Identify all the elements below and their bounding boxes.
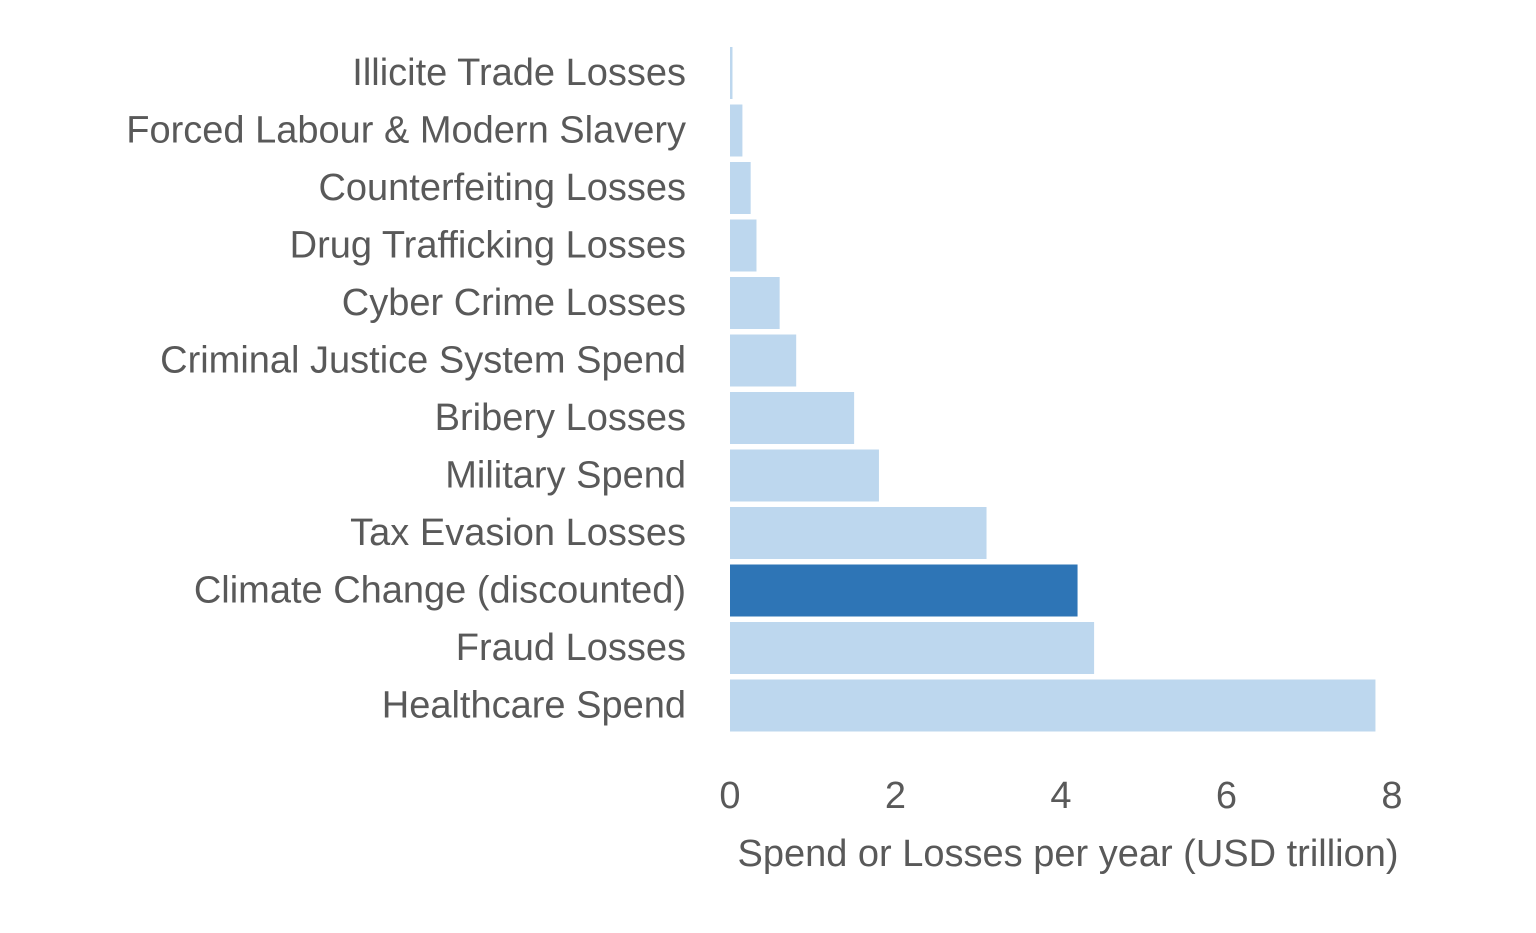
category-label-counterfeiting-losses: Counterfeiting Losses xyxy=(318,167,686,209)
category-label-healthcare-spend: Healthcare Spend xyxy=(382,685,686,727)
category-label-forced-labour-modern-slavery: Forced Labour & Modern Slavery xyxy=(126,110,686,152)
bars-group xyxy=(730,47,1376,732)
x-tick-label-0: 0 xyxy=(719,775,740,817)
x-tick-labels-group: 0 2 4 6 8 xyxy=(719,775,1402,817)
bar-fraud-losses xyxy=(730,622,1095,674)
bar-climate-change-discounted xyxy=(730,564,1078,617)
bar-counterfeiting-losses xyxy=(730,162,751,214)
bar-bribery-losses xyxy=(730,392,855,444)
category-label-drug-trafficking-losses: Drug Trafficking Losses xyxy=(290,225,686,267)
category-label-bribery-losses: Bribery Losses xyxy=(435,397,686,439)
category-label-tax-evasion-losses: Tax Evasion Losses xyxy=(350,512,686,554)
category-label-cyber-crime-losses: Cyber Crime Losses xyxy=(342,282,686,324)
x-tick-label-6: 6 xyxy=(1216,775,1237,817)
category-label-criminal-justice-system-spend: Criminal Justice System Spend xyxy=(160,340,686,382)
bar-military-spend xyxy=(730,449,879,502)
bar-illicite-trade-losses xyxy=(730,47,733,99)
category-label-illicite-trade-losses: Illicite Trade Losses xyxy=(352,52,686,94)
x-tick-label-8: 8 xyxy=(1381,775,1402,817)
bar-healthcare-spend xyxy=(730,679,1376,732)
bar-cyber-crime-losses xyxy=(730,277,780,329)
bar-tax-evasion-losses xyxy=(730,507,987,559)
x-tick-label-2: 2 xyxy=(885,775,906,817)
category-label-fraud-losses: Fraud Losses xyxy=(456,627,686,669)
bar-criminal-justice-system-spend xyxy=(730,334,797,387)
bar-drug-trafficking-losses xyxy=(730,219,757,272)
category-labels-group: Illicite Trade Losses Forced Labour & Mod… xyxy=(126,52,686,727)
category-label-military-spend: Military Spend xyxy=(445,455,686,497)
bar-forced-labour-modern-slavery xyxy=(730,104,743,157)
x-tick-label-4: 4 xyxy=(1050,775,1071,817)
x-axis-title: Spend or Losses per year (USD trillion) xyxy=(737,833,1398,875)
category-label-climate-change-discounted: Climate Change (discounted) xyxy=(194,570,686,612)
